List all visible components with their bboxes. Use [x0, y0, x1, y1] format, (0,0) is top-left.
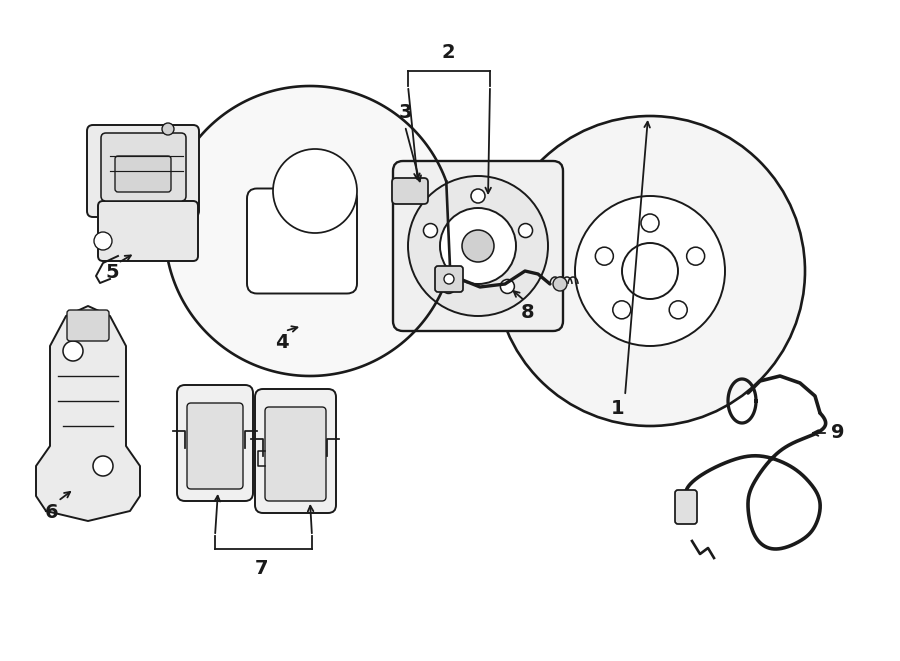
Text: 7: 7 — [256, 559, 269, 578]
Circle shape — [440, 208, 516, 284]
FancyBboxPatch shape — [177, 385, 253, 501]
FancyBboxPatch shape — [255, 389, 336, 513]
Text: 2: 2 — [441, 44, 454, 63]
Text: 9: 9 — [832, 424, 845, 442]
Circle shape — [595, 247, 613, 265]
Circle shape — [553, 277, 567, 291]
Circle shape — [471, 189, 485, 203]
Circle shape — [518, 223, 533, 237]
Circle shape — [500, 280, 515, 293]
FancyBboxPatch shape — [392, 178, 428, 204]
Circle shape — [273, 149, 357, 233]
Circle shape — [442, 280, 455, 293]
Text: 5: 5 — [105, 264, 119, 282]
Circle shape — [423, 223, 437, 237]
Circle shape — [162, 123, 174, 135]
Circle shape — [641, 214, 659, 232]
Polygon shape — [36, 306, 140, 521]
Circle shape — [408, 176, 548, 316]
Circle shape — [613, 301, 631, 319]
Circle shape — [575, 196, 725, 346]
Circle shape — [495, 116, 805, 426]
FancyBboxPatch shape — [247, 188, 357, 293]
Circle shape — [670, 301, 688, 319]
Circle shape — [687, 247, 705, 265]
Polygon shape — [165, 86, 450, 376]
Circle shape — [462, 230, 494, 262]
FancyBboxPatch shape — [675, 490, 697, 524]
Text: 6: 6 — [45, 504, 58, 522]
Text: 4: 4 — [275, 334, 289, 352]
Circle shape — [93, 456, 113, 476]
Text: 8: 8 — [521, 303, 535, 323]
Text: 1: 1 — [611, 399, 625, 418]
Circle shape — [444, 274, 454, 284]
Circle shape — [94, 232, 112, 250]
Circle shape — [622, 243, 678, 299]
FancyBboxPatch shape — [67, 310, 109, 341]
FancyBboxPatch shape — [98, 201, 198, 261]
FancyBboxPatch shape — [265, 407, 326, 501]
FancyBboxPatch shape — [187, 403, 243, 489]
Circle shape — [63, 341, 83, 361]
Text: 3: 3 — [398, 104, 412, 122]
FancyBboxPatch shape — [435, 266, 463, 292]
FancyBboxPatch shape — [393, 161, 563, 331]
FancyBboxPatch shape — [87, 125, 199, 217]
FancyBboxPatch shape — [115, 156, 171, 192]
FancyBboxPatch shape — [101, 133, 186, 201]
